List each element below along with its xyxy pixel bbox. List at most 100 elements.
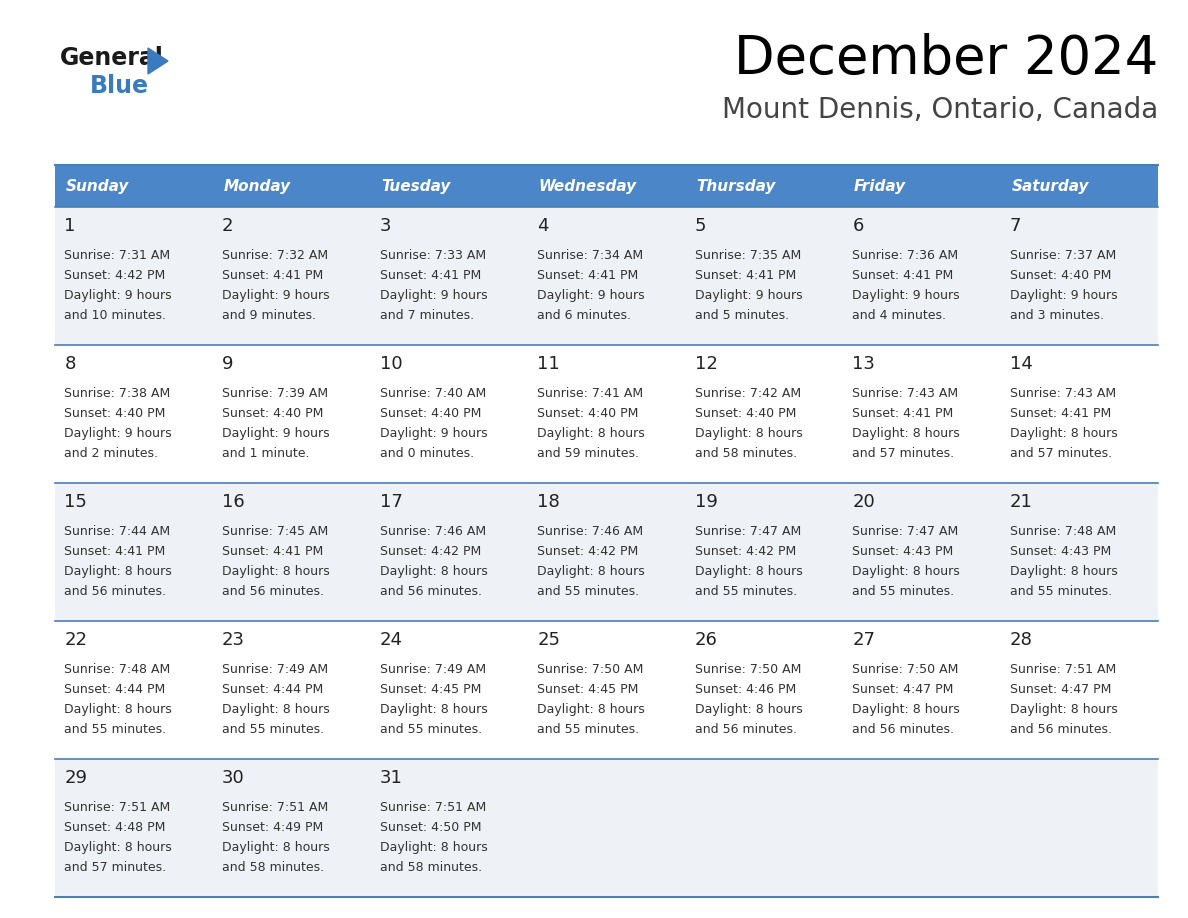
Text: Sunrise: 7:50 AM: Sunrise: 7:50 AM xyxy=(537,663,644,676)
Text: 19: 19 xyxy=(695,493,718,511)
Text: Sunset: 4:47 PM: Sunset: 4:47 PM xyxy=(852,683,954,696)
Text: 5: 5 xyxy=(695,217,706,235)
Text: 9: 9 xyxy=(222,355,234,373)
Text: Saturday: Saturday xyxy=(1011,178,1089,194)
Text: Daylight: 8 hours: Daylight: 8 hours xyxy=(852,703,960,716)
Text: Sunrise: 7:50 AM: Sunrise: 7:50 AM xyxy=(852,663,959,676)
Bar xyxy=(685,483,842,621)
Text: 2: 2 xyxy=(222,217,234,235)
Text: Daylight: 8 hours: Daylight: 8 hours xyxy=(1010,703,1118,716)
Text: Sunset: 4:48 PM: Sunset: 4:48 PM xyxy=(64,821,166,834)
Text: 26: 26 xyxy=(695,631,718,649)
Text: and 7 minutes.: and 7 minutes. xyxy=(380,309,474,322)
Text: and 55 minutes.: and 55 minutes. xyxy=(380,723,481,736)
Text: Sunset: 4:41 PM: Sunset: 4:41 PM xyxy=(64,545,165,558)
Text: Sunset: 4:41 PM: Sunset: 4:41 PM xyxy=(695,269,796,282)
Text: Sunset: 4:49 PM: Sunset: 4:49 PM xyxy=(222,821,323,834)
Text: Sunrise: 7:49 AM: Sunrise: 7:49 AM xyxy=(380,663,486,676)
Text: 1: 1 xyxy=(64,217,76,235)
Text: Daylight: 8 hours: Daylight: 8 hours xyxy=(222,841,330,854)
Text: Sunset: 4:41 PM: Sunset: 4:41 PM xyxy=(1010,407,1111,420)
Bar xyxy=(1000,207,1158,345)
Text: and 59 minutes.: and 59 minutes. xyxy=(537,447,639,460)
Text: Sunset: 4:40 PM: Sunset: 4:40 PM xyxy=(537,407,638,420)
Text: Sunset: 4:40 PM: Sunset: 4:40 PM xyxy=(222,407,323,420)
Text: Daylight: 9 hours: Daylight: 9 hours xyxy=(64,427,172,440)
Text: Sunset: 4:41 PM: Sunset: 4:41 PM xyxy=(852,269,954,282)
Text: 4: 4 xyxy=(537,217,549,235)
Text: Sunrise: 7:47 AM: Sunrise: 7:47 AM xyxy=(695,525,801,538)
Text: Sunrise: 7:42 AM: Sunrise: 7:42 AM xyxy=(695,387,801,400)
Text: Daylight: 8 hours: Daylight: 8 hours xyxy=(695,703,802,716)
Text: Sunrise: 7:51 AM: Sunrise: 7:51 AM xyxy=(380,801,486,814)
Text: 29: 29 xyxy=(64,769,88,787)
Bar xyxy=(55,345,213,483)
Bar xyxy=(213,165,371,207)
Bar xyxy=(213,483,371,621)
Bar xyxy=(213,759,371,897)
Text: 11: 11 xyxy=(537,355,560,373)
Text: 27: 27 xyxy=(852,631,876,649)
Text: Sunrise: 7:39 AM: Sunrise: 7:39 AM xyxy=(222,387,328,400)
Text: Daylight: 9 hours: Daylight: 9 hours xyxy=(64,289,172,302)
Text: 24: 24 xyxy=(380,631,403,649)
Text: Sunset: 4:44 PM: Sunset: 4:44 PM xyxy=(222,683,323,696)
Text: Sunrise: 7:34 AM: Sunrise: 7:34 AM xyxy=(537,249,643,262)
Text: Sunrise: 7:45 AM: Sunrise: 7:45 AM xyxy=(222,525,328,538)
Text: and 57 minutes.: and 57 minutes. xyxy=(64,861,166,874)
Text: and 9 minutes.: and 9 minutes. xyxy=(222,309,316,322)
Text: Daylight: 9 hours: Daylight: 9 hours xyxy=(537,289,645,302)
Text: and 55 minutes.: and 55 minutes. xyxy=(537,585,639,598)
Text: Sunset: 4:42 PM: Sunset: 4:42 PM xyxy=(537,545,638,558)
Bar xyxy=(685,345,842,483)
Text: and 55 minutes.: and 55 minutes. xyxy=(64,723,166,736)
Text: Sunrise: 7:50 AM: Sunrise: 7:50 AM xyxy=(695,663,801,676)
Text: Sunrise: 7:36 AM: Sunrise: 7:36 AM xyxy=(852,249,959,262)
Text: Daylight: 8 hours: Daylight: 8 hours xyxy=(222,703,330,716)
Text: Sunset: 4:40 PM: Sunset: 4:40 PM xyxy=(1010,269,1111,282)
Text: Sunset: 4:41 PM: Sunset: 4:41 PM xyxy=(852,407,954,420)
Text: Sunrise: 7:37 AM: Sunrise: 7:37 AM xyxy=(1010,249,1117,262)
Polygon shape xyxy=(148,48,168,74)
Text: Sunrise: 7:47 AM: Sunrise: 7:47 AM xyxy=(852,525,959,538)
Bar xyxy=(1000,621,1158,759)
Text: Daylight: 8 hours: Daylight: 8 hours xyxy=(64,703,172,716)
Text: Sunset: 4:40 PM: Sunset: 4:40 PM xyxy=(695,407,796,420)
Text: and 4 minutes.: and 4 minutes. xyxy=(852,309,947,322)
Text: 7: 7 xyxy=(1010,217,1022,235)
Text: and 58 minutes.: and 58 minutes. xyxy=(380,861,481,874)
Text: Sunrise: 7:35 AM: Sunrise: 7:35 AM xyxy=(695,249,801,262)
Text: Daylight: 8 hours: Daylight: 8 hours xyxy=(537,565,645,578)
Bar xyxy=(55,759,213,897)
Text: December 2024: December 2024 xyxy=(734,33,1158,85)
Text: 3: 3 xyxy=(380,217,391,235)
Text: Sunrise: 7:43 AM: Sunrise: 7:43 AM xyxy=(1010,387,1116,400)
Text: Sunset: 4:41 PM: Sunset: 4:41 PM xyxy=(222,545,323,558)
Text: 6: 6 xyxy=(852,217,864,235)
Text: 17: 17 xyxy=(380,493,403,511)
Text: Sunset: 4:46 PM: Sunset: 4:46 PM xyxy=(695,683,796,696)
Bar xyxy=(527,165,685,207)
Text: Sunrise: 7:48 AM: Sunrise: 7:48 AM xyxy=(1010,525,1117,538)
Text: General: General xyxy=(61,46,164,70)
Text: and 55 minutes.: and 55 minutes. xyxy=(222,723,324,736)
Text: Sunset: 4:45 PM: Sunset: 4:45 PM xyxy=(537,683,638,696)
Bar xyxy=(55,207,213,345)
Text: Sunrise: 7:49 AM: Sunrise: 7:49 AM xyxy=(222,663,328,676)
Text: Sunrise: 7:51 AM: Sunrise: 7:51 AM xyxy=(1010,663,1117,676)
Bar xyxy=(371,345,527,483)
Bar xyxy=(55,483,213,621)
Text: and 6 minutes.: and 6 minutes. xyxy=(537,309,631,322)
Text: Wednesday: Wednesday xyxy=(538,178,637,194)
Text: Daylight: 8 hours: Daylight: 8 hours xyxy=(1010,427,1118,440)
Text: Sunset: 4:40 PM: Sunset: 4:40 PM xyxy=(64,407,166,420)
Bar xyxy=(213,345,371,483)
Text: Sunset: 4:41 PM: Sunset: 4:41 PM xyxy=(222,269,323,282)
Text: and 56 minutes.: and 56 minutes. xyxy=(64,585,166,598)
Text: Daylight: 8 hours: Daylight: 8 hours xyxy=(852,427,960,440)
Bar xyxy=(527,483,685,621)
Bar xyxy=(685,759,842,897)
Text: 12: 12 xyxy=(695,355,718,373)
Text: Daylight: 9 hours: Daylight: 9 hours xyxy=(222,289,329,302)
Text: and 1 minute.: and 1 minute. xyxy=(222,447,310,460)
